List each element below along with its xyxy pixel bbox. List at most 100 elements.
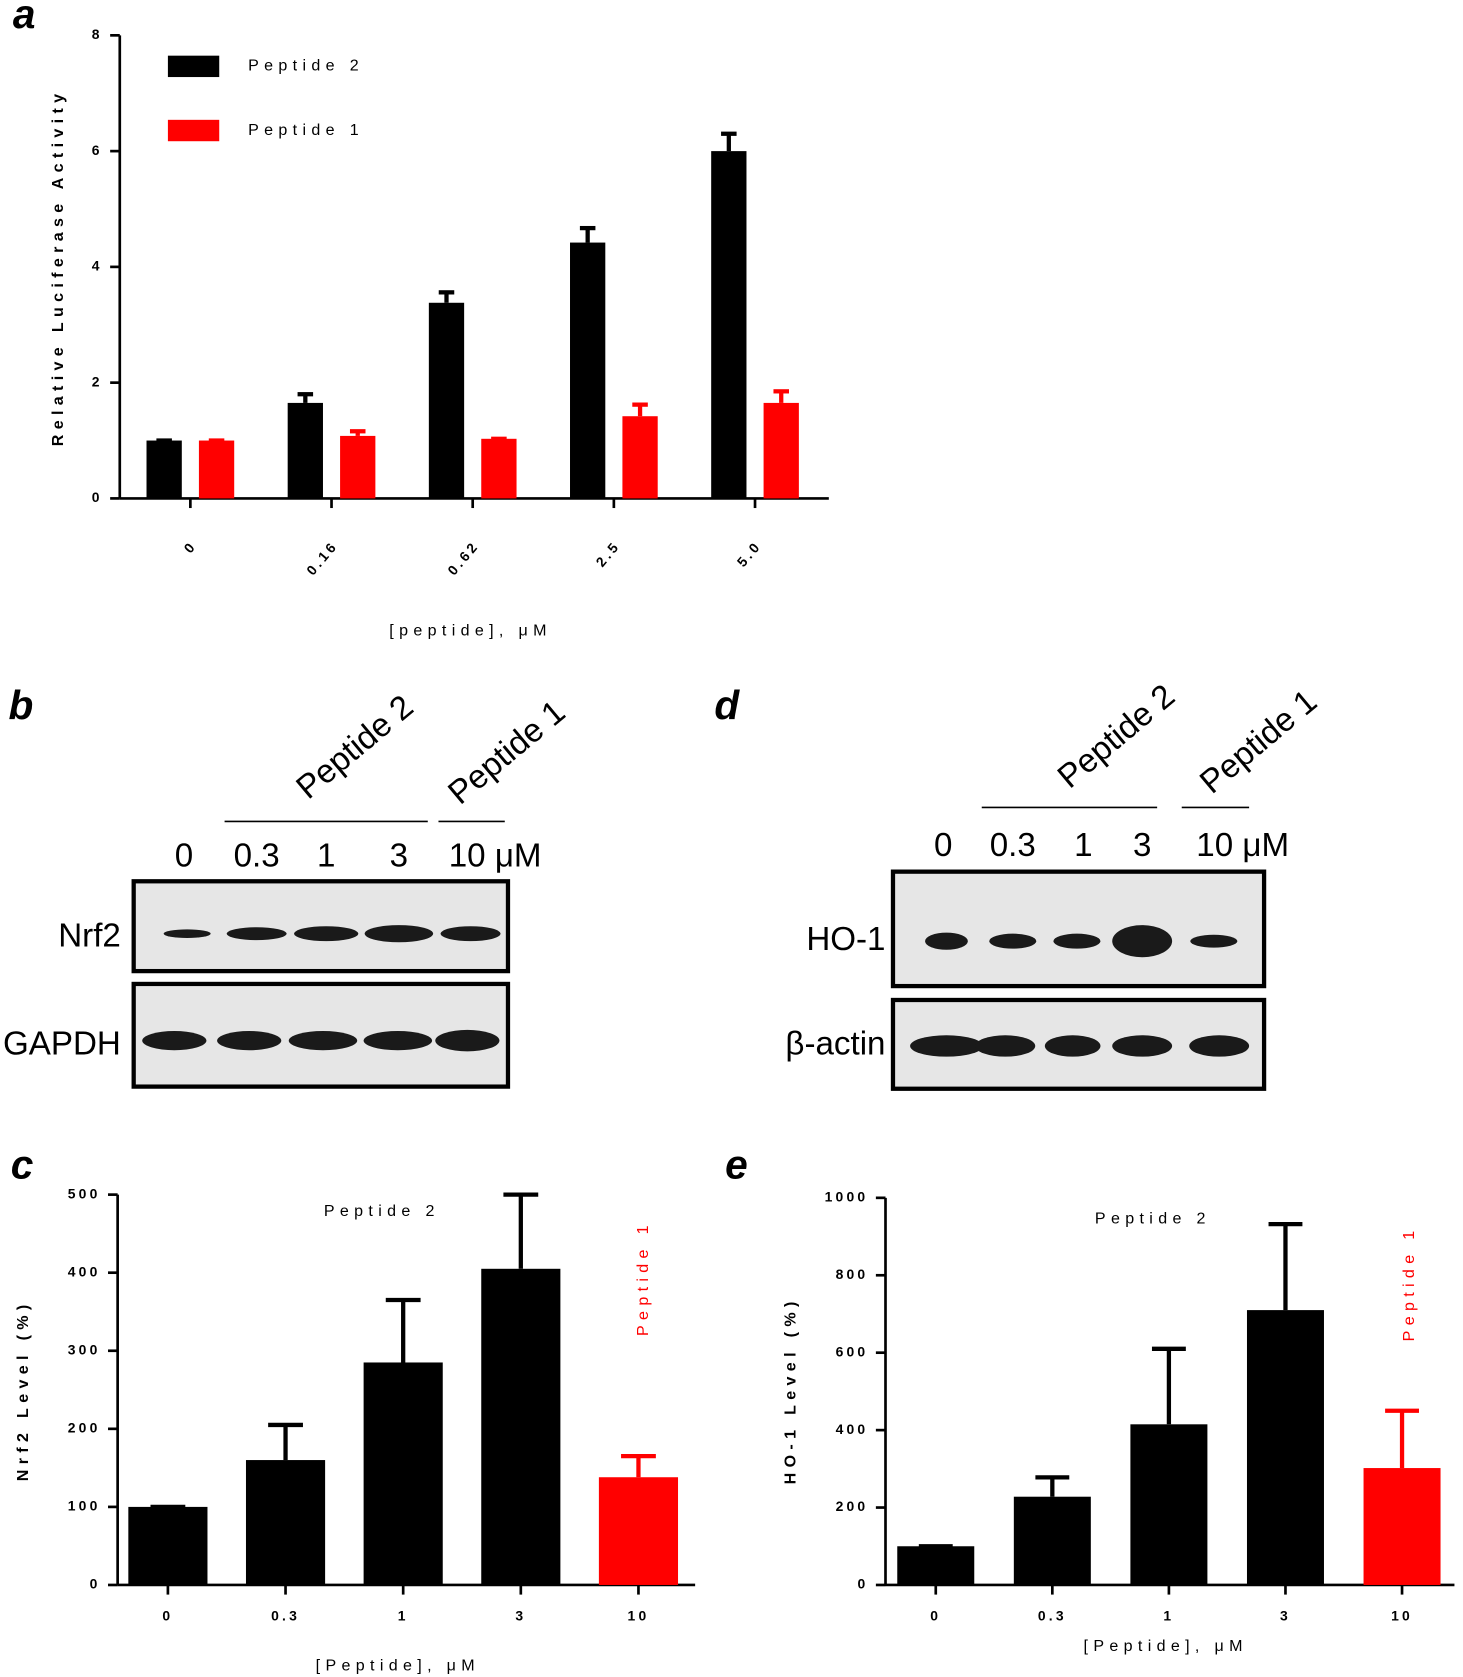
bar <box>622 416 658 499</box>
lane-label: 3 <box>390 838 408 875</box>
annotation: Peptide 2 <box>1095 1209 1211 1227</box>
x-tick-label: 0.3 <box>271 1608 300 1624</box>
lane-label: 0 <box>934 827 952 864</box>
y-tick-label: 400 <box>836 1421 869 1437</box>
error-bar <box>721 131 737 152</box>
y-tick-label: 500 <box>68 1185 101 1201</box>
y-tick-label: 1000 <box>825 1189 869 1205</box>
bar <box>481 438 517 499</box>
blot-band <box>440 926 501 942</box>
lane-label: 10 μM <box>1196 827 1289 864</box>
error-bar <box>503 1192 539 1269</box>
blot-band <box>1190 934 1238 948</box>
y-tick-label: 0 <box>90 1576 101 1592</box>
panel-label: a <box>13 0 36 37</box>
y-tick-label: 0 <box>857 1576 868 1592</box>
group-label: Peptide 1 <box>1193 683 1324 801</box>
blot-band <box>1053 933 1101 949</box>
error-bar <box>297 392 314 403</box>
bar <box>1130 1424 1208 1585</box>
blot-box <box>131 879 511 974</box>
legend-swatch <box>167 119 220 142</box>
blot-band <box>435 1029 500 1052</box>
blot-band <box>364 925 434 943</box>
error-bar <box>349 429 366 436</box>
blot-box <box>890 869 1267 989</box>
lane-label: 3 <box>1133 827 1151 864</box>
error-bar <box>1151 1346 1186 1425</box>
bar <box>1246 1310 1324 1585</box>
bar <box>198 440 235 499</box>
y-tick-label: 6 <box>92 142 103 158</box>
y-tick-label: 100 <box>68 1498 101 1514</box>
x-axis-label: [Peptide], μM <box>1084 1637 1248 1655</box>
x-tick-label: 10 <box>628 1608 650 1624</box>
bar <box>481 1268 561 1585</box>
y-tick-label: 400 <box>68 1263 101 1279</box>
bar <box>598 1477 679 1585</box>
error-bar <box>1385 1408 1419 1469</box>
y-axis-label: Relative Luciferase Activity <box>49 89 67 447</box>
x-tick-label: 0.3 <box>1038 1608 1067 1624</box>
panel-label: c <box>11 1142 34 1188</box>
bar <box>711 151 747 499</box>
group-label: Peptide 2 <box>1051 677 1182 795</box>
legend-label: Peptide 2 <box>248 57 364 75</box>
y-axis-label: Nrf2 Level (%) <box>14 1299 32 1481</box>
x-tick-label: 3 <box>515 1608 526 1624</box>
blot-band <box>226 927 287 941</box>
bar <box>763 402 799 499</box>
blot-band <box>1189 1035 1250 1057</box>
blot-band <box>910 1035 983 1057</box>
bar <box>897 1546 975 1585</box>
error-bar <box>268 1422 303 1461</box>
x-tick-label: 0 <box>930 1608 941 1624</box>
annotation: Peptide 1 <box>634 1220 652 1336</box>
y-tick-label: 200 <box>68 1420 101 1436</box>
annotation: Peptide 1 <box>1400 1225 1418 1341</box>
error-bar <box>385 1297 421 1363</box>
legend-label: Peptide 1 <box>248 121 364 139</box>
error-bar <box>773 389 789 403</box>
error-bar <box>1035 1475 1070 1497</box>
panel-label: b <box>9 682 34 728</box>
bar <box>340 435 376 499</box>
panel-label: d <box>714 682 740 728</box>
x-tick-label: 10 <box>1391 1608 1413 1624</box>
x-axis-label: [peptide], μM <box>389 621 552 639</box>
blot-band <box>1044 1035 1101 1057</box>
lane-label: 1 <box>1074 827 1092 864</box>
y-tick-label: 200 <box>836 1498 869 1514</box>
blot-band <box>975 1035 1036 1057</box>
lane-label: 10 μM <box>449 838 542 875</box>
blot-band <box>1112 1035 1173 1057</box>
row-label: Nrf2 <box>58 918 121 955</box>
blot-band <box>294 926 359 942</box>
error-bar <box>438 290 455 303</box>
blot-band <box>363 1031 433 1051</box>
x-tick-label: 1 <box>398 1608 409 1624</box>
blot-band <box>142 1031 207 1051</box>
blot-band <box>288 1031 358 1051</box>
blot-band <box>989 933 1037 949</box>
bar <box>363 1362 443 1585</box>
annotation: Peptide 2 <box>324 1202 440 1220</box>
x-tick-label: 2.5 <box>592 537 623 569</box>
legend-swatch <box>167 55 220 78</box>
y-axis-label: HO-1 Level (%) <box>782 1296 800 1484</box>
group-label: Peptide 2 <box>289 688 420 806</box>
y-tick-label: 800 <box>836 1266 869 1282</box>
blot-band <box>163 929 211 938</box>
row-label: GAPDH <box>3 1026 121 1063</box>
panel-label: e <box>725 1142 748 1188</box>
x-tick-label: 0 <box>162 1608 173 1624</box>
bar <box>428 302 465 499</box>
bar <box>128 1506 208 1585</box>
blot-band <box>925 932 968 950</box>
group-label: Peptide 1 <box>441 693 572 811</box>
bar <box>1013 1496 1091 1585</box>
lane-label: 0.3 <box>990 827 1036 864</box>
x-tick-label: 5.0 <box>734 537 765 569</box>
y-tick-label: 4 <box>92 258 103 274</box>
